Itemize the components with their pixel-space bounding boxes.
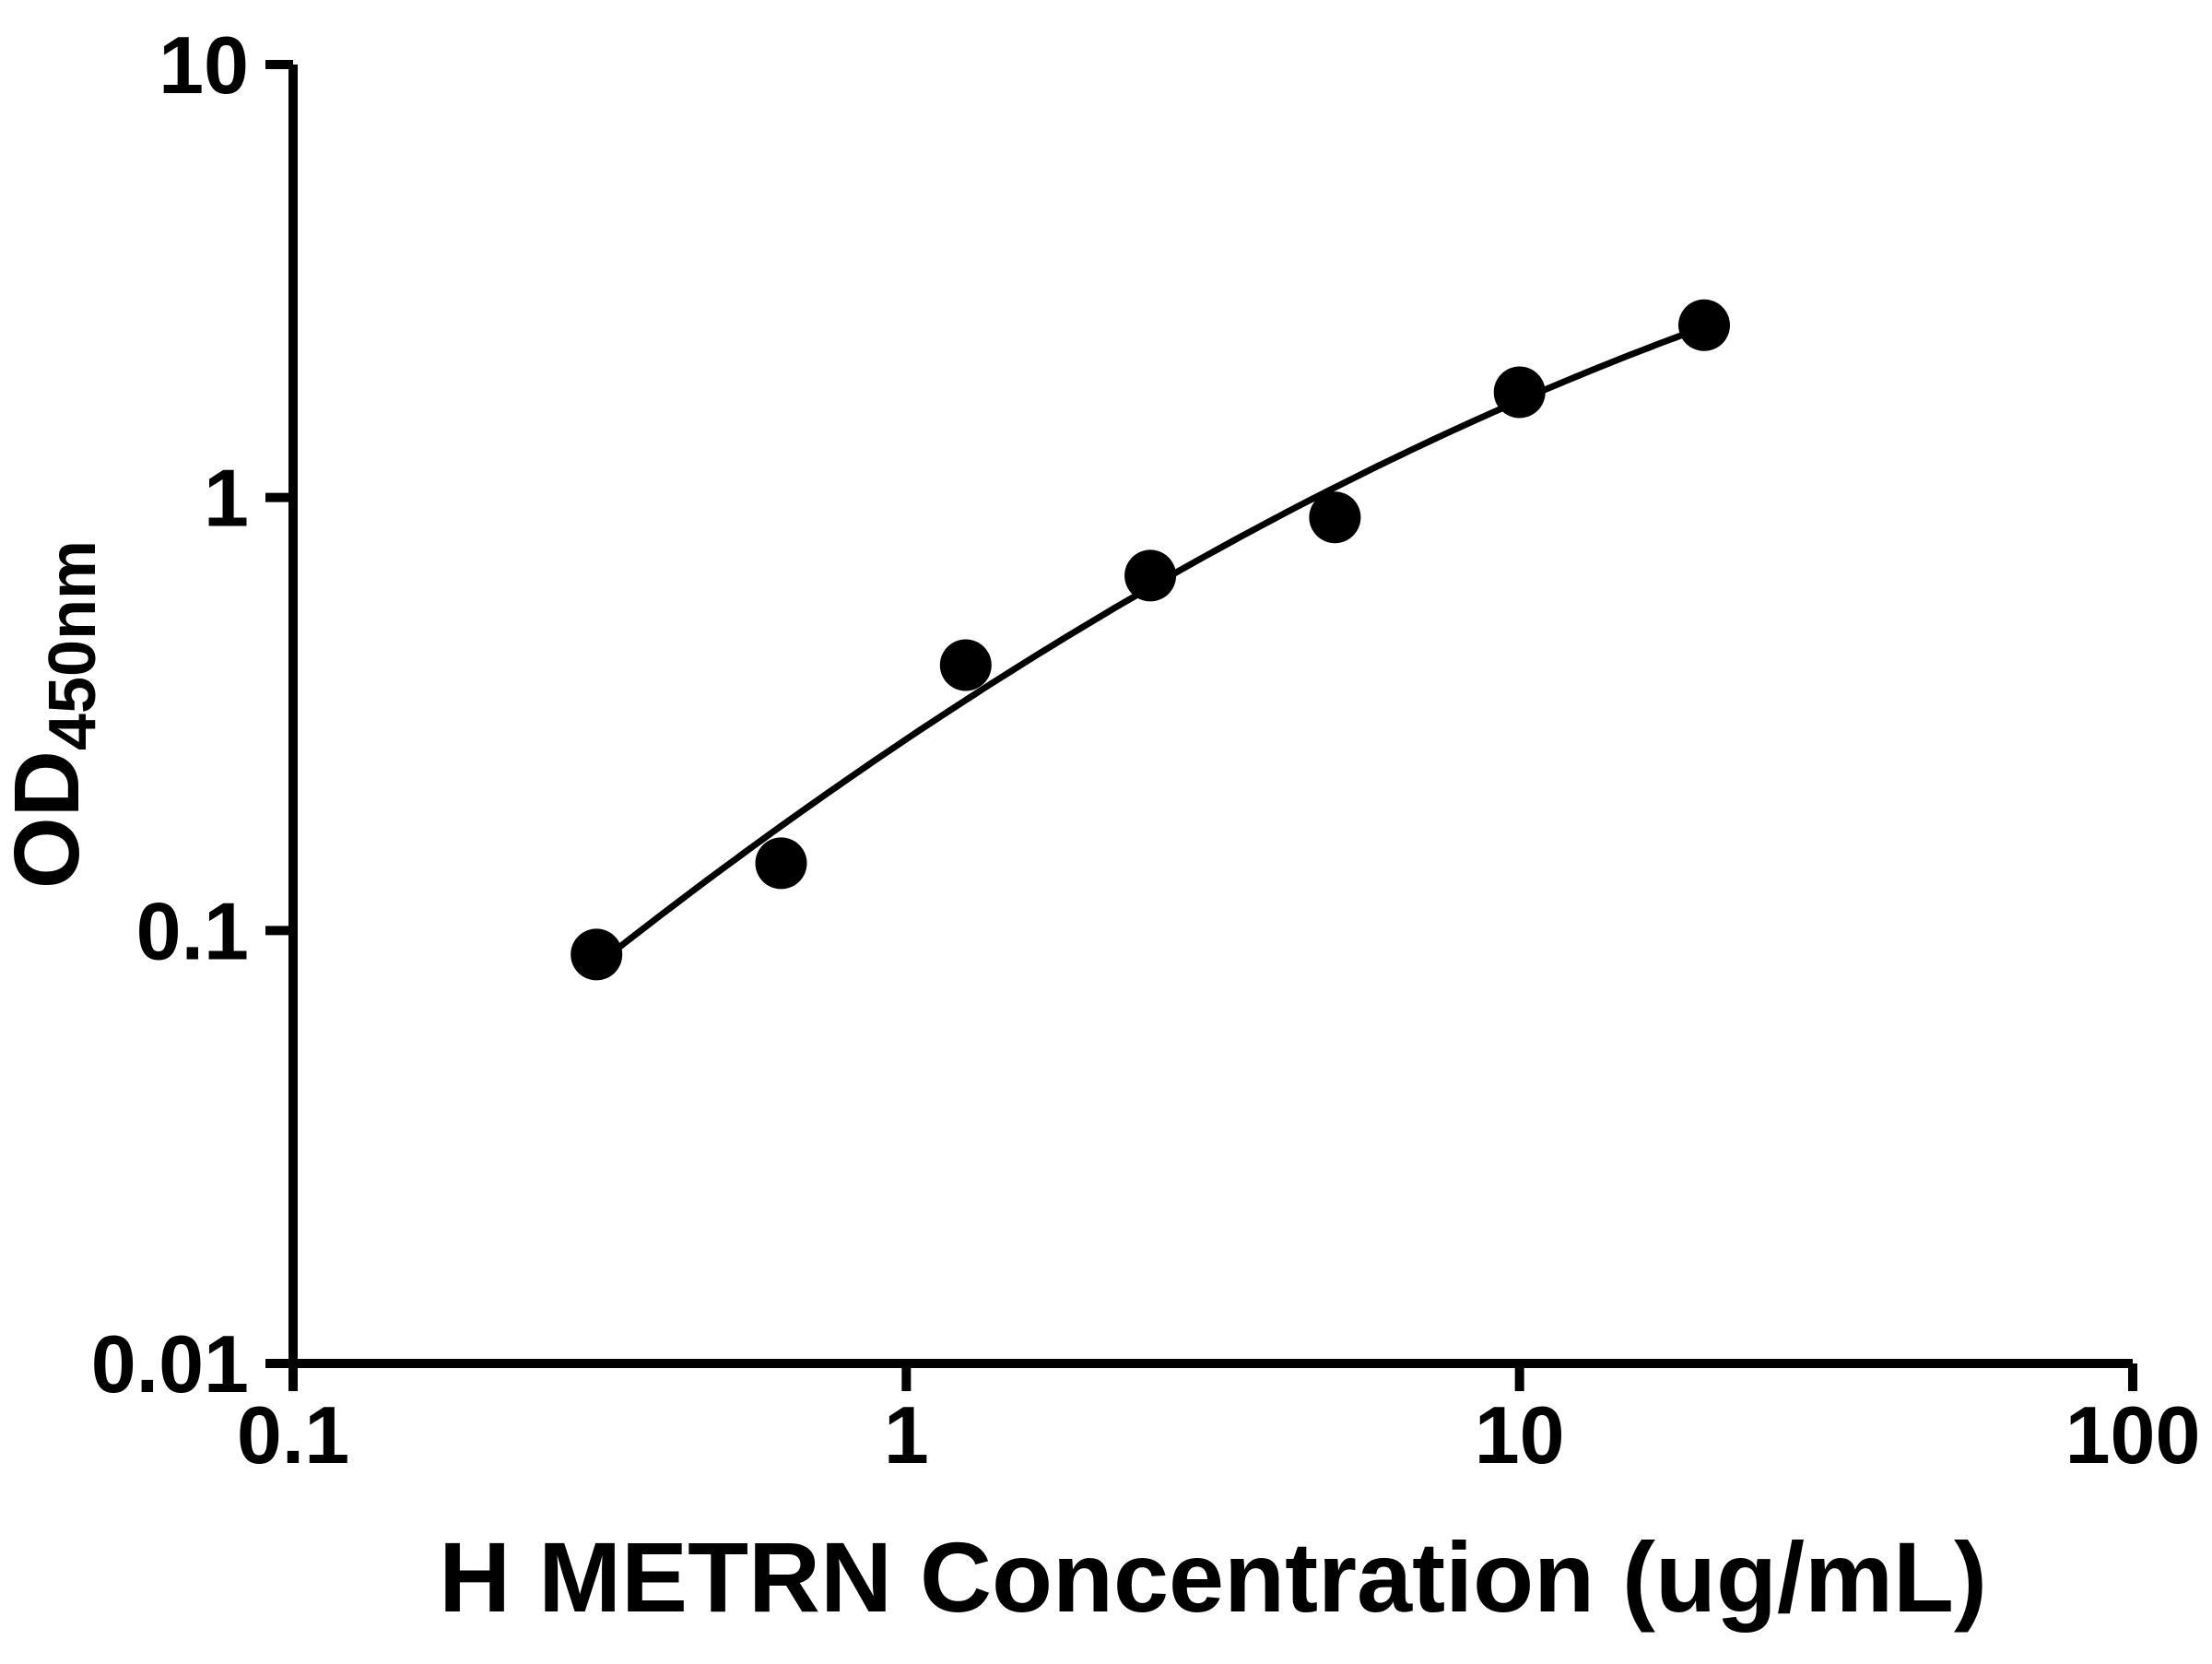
data-point [939,639,992,691]
data-point [571,928,623,981]
x-tick-label: 1 [884,1389,929,1481]
y-tick-label: 0.01 [91,1318,249,1410]
x-tick-label: 100 [2065,1389,2201,1481]
data-point [1309,491,1361,544]
y-tick-label: 1 [204,453,249,544]
data-points [571,299,1730,981]
y-tick-label: 0.1 [136,885,249,976]
data-point [1124,549,1177,602]
y-axis-title-subscript: 450nm [36,540,110,750]
axis-spine [288,65,2133,1368]
data-point [755,837,807,890]
y-tick-label: 10 [159,19,249,111]
axes [288,65,2133,1368]
data-point [1493,366,1546,419]
axis-ticks [265,60,2137,1391]
x-axis-title: H METRN Concentration (ug/mL) [439,1521,1987,1633]
data-point [1678,299,1730,351]
x-tick-label: 10 [1475,1389,1565,1481]
x-tick-label: 0.1 [237,1389,349,1481]
y-axis-title-main: OD [0,750,99,889]
y-axis-title: OD450nm [0,540,110,889]
